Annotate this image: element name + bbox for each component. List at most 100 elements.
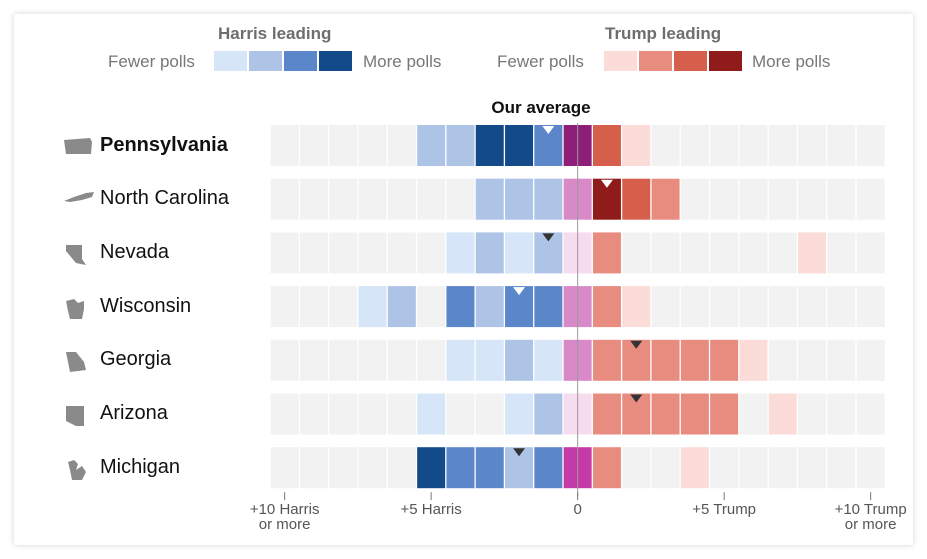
average-marker — [513, 287, 526, 296]
heatmap-cell — [475, 447, 504, 489]
heatmap-cell — [329, 286, 358, 328]
heatmap-cell — [299, 393, 328, 435]
heatmap-cell — [622, 125, 651, 166]
heatmap-cell — [856, 393, 885, 435]
heatmap-cell — [622, 447, 651, 489]
heatmap-cell — [739, 447, 768, 489]
heatmap-cell — [827, 393, 856, 435]
average-marker — [513, 448, 526, 457]
heatmap-cell — [387, 232, 416, 274]
heatmap-cell — [475, 286, 504, 328]
heatmap-cell — [417, 178, 446, 220]
heatmap-cell — [856, 125, 885, 166]
heatmap-cell — [329, 339, 358, 381]
heatmap-cell — [768, 447, 797, 489]
heatmap-cell — [329, 125, 358, 166]
heatmap-cell — [387, 178, 416, 220]
heatmap-cell — [446, 232, 475, 274]
heatmap-cell — [270, 178, 299, 220]
heatmap-cell — [651, 178, 680, 220]
heatmap-cell — [505, 232, 534, 274]
tick-label: +10 Harris or more — [225, 502, 345, 532]
heatmap-cell — [592, 286, 621, 328]
heatmap-cell — [651, 447, 680, 489]
trump-legend-more: More polls — [752, 52, 831, 71]
harris-swatch-3 — [284, 51, 317, 71]
state-label-nevada: Nevada — [100, 240, 169, 263]
heatmap-cell — [358, 286, 387, 328]
heatmap-cell — [417, 339, 446, 381]
tick-label-line1: +10 Trump — [834, 501, 907, 519]
heatmap-cell — [358, 232, 387, 274]
heatmap-cell — [856, 339, 885, 381]
heatmap-cell — [534, 178, 563, 220]
tick-label-line2: or more — [844, 516, 897, 534]
nevada-icon — [64, 243, 92, 265]
heatmap-cell — [710, 286, 739, 328]
heatmap-cell — [475, 393, 504, 435]
heatmap-cell — [270, 286, 299, 328]
state-label-arizona: Arizona — [100, 402, 168, 424]
state-label-michigan: Michigan — [100, 455, 181, 478]
average-marker — [630, 394, 643, 403]
heatmap-cell — [768, 178, 797, 220]
heatmap-cell — [768, 232, 797, 274]
average-marker — [600, 179, 613, 188]
trump-swatch-1 — [604, 51, 637, 71]
heatmap-cell — [827, 339, 856, 381]
heatmap-cell — [798, 339, 827, 381]
heatmap-cell — [358, 178, 387, 220]
heatmap-cell — [856, 447, 885, 489]
heatmap-cell — [680, 393, 709, 435]
heatmap-cell — [710, 178, 739, 220]
heatmap-cell — [270, 339, 299, 381]
heatmap-cell — [798, 232, 827, 274]
heatmap-cell — [592, 232, 621, 274]
heatmap-cell — [680, 125, 709, 166]
heatmap-cell — [680, 178, 709, 220]
heatmap-cell — [710, 393, 739, 435]
heatmap-cell — [534, 447, 563, 489]
trump-legend-fewer: Fewer polls — [497, 52, 584, 71]
heatmap-cell — [417, 232, 446, 274]
state-label-pennsylvania: Pennsylvania — [100, 133, 228, 156]
heatmap-cell — [299, 125, 328, 166]
heatmap-cell — [827, 178, 856, 220]
heatmap-cell — [329, 393, 358, 435]
tick-label-line1: +5 Harris — [400, 501, 462, 519]
heatmap-cell — [446, 393, 475, 435]
tick-label: +10 Trump or more — [811, 502, 927, 532]
north-carolina-icon — [64, 189, 94, 209]
heatmap-cell — [710, 232, 739, 274]
heatmap-cell — [680, 339, 709, 381]
heatmap-cell — [651, 339, 680, 381]
tick-label: +5 Trump — [664, 502, 784, 517]
state-label-north-carolina: North Carolina — [100, 187, 229, 210]
heatmap-cell — [329, 447, 358, 489]
trump-swatch-2 — [639, 51, 672, 71]
heatmap-cell — [798, 178, 827, 220]
harris-legend-more: More polls — [363, 52, 442, 71]
heatmap-cell — [358, 447, 387, 489]
heatmap-cell — [710, 447, 739, 489]
heatmap-cell — [417, 393, 446, 435]
heatmap-cell — [417, 125, 446, 166]
heatmap-cell — [798, 286, 827, 328]
heatmap-cell — [417, 447, 446, 489]
heatmap-cell — [798, 447, 827, 489]
heatmap-cell — [768, 339, 797, 381]
heatmap-cell — [534, 286, 563, 328]
heatmap-cell — [651, 393, 680, 435]
heatmap-cell — [358, 393, 387, 435]
heatmap-cell — [680, 447, 709, 489]
heatmap-cell — [475, 125, 504, 166]
heatmap-cell — [387, 339, 416, 381]
trump-swatch-4 — [709, 51, 742, 71]
heatmap-cell — [710, 125, 739, 166]
heatmap-cell — [446, 447, 475, 489]
heatmap-cell — [299, 339, 328, 381]
heatmap-cell — [856, 286, 885, 328]
heatmap-cell — [680, 232, 709, 274]
heatmap-cell — [534, 339, 563, 381]
